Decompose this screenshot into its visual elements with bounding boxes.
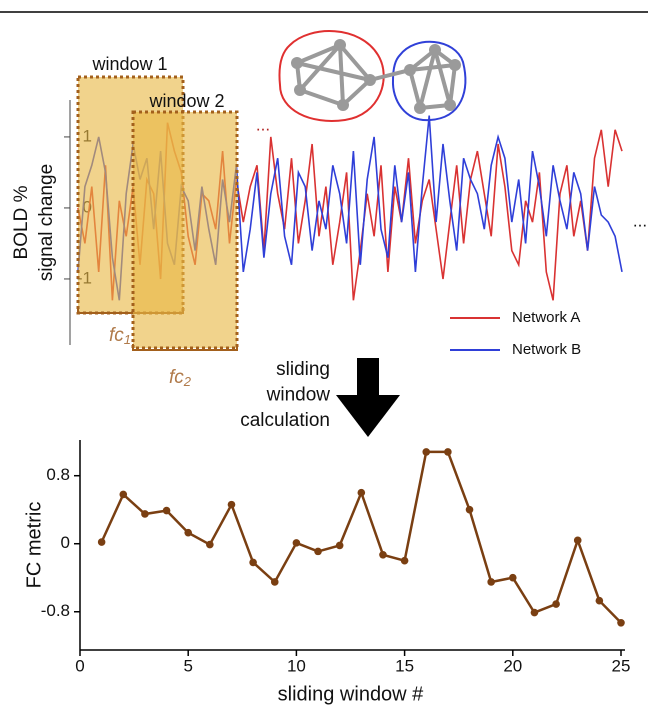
data-point xyxy=(357,488,366,497)
window-metric: fc1 xyxy=(109,325,131,347)
x-tick-label: 15 xyxy=(395,656,414,675)
data-point xyxy=(119,490,128,499)
x-tick-label: 10 xyxy=(287,656,306,675)
arrow-label: sliding xyxy=(276,359,330,380)
metric-name: fc xyxy=(169,367,184,388)
data-point xyxy=(270,578,279,586)
data-point xyxy=(509,573,517,582)
data-point xyxy=(335,541,344,550)
ellipsis: ... xyxy=(633,211,647,230)
data-point xyxy=(465,505,474,514)
data-point xyxy=(141,510,149,518)
y-tick-label: -0.8 xyxy=(41,601,70,620)
ellipsis: ... xyxy=(256,115,270,134)
network-diagram xyxy=(278,30,467,122)
arrow-head xyxy=(336,395,400,437)
sliding-window xyxy=(131,110,239,350)
x-tick-label: 0 xyxy=(75,656,84,675)
y-axis-label: BOLD % xyxy=(11,185,32,259)
window-label: window 1 xyxy=(91,54,167,74)
data-point xyxy=(487,578,495,586)
arrow-label: calculation xyxy=(240,410,330,431)
y-axis-label: signal change xyxy=(36,164,57,281)
window-label: window 2 xyxy=(148,91,224,111)
network-edges xyxy=(294,42,458,111)
x-tick-label: 25 xyxy=(612,656,631,675)
data-point xyxy=(162,506,171,515)
arrow xyxy=(336,358,400,437)
data-point xyxy=(530,608,539,617)
metric-subscript: 1 xyxy=(124,332,131,347)
metric-subscript: 2 xyxy=(183,374,192,389)
data-point xyxy=(444,448,452,456)
window-metric: fc2 xyxy=(169,367,192,389)
data-point xyxy=(97,538,106,546)
y-tick-label: 0 xyxy=(61,533,70,552)
data-point xyxy=(206,540,214,549)
network-a-outline xyxy=(278,30,385,122)
legend-label: Network A xyxy=(512,309,580,326)
metric-name: fc xyxy=(109,325,124,346)
data-point xyxy=(422,448,431,456)
data-point xyxy=(184,528,192,537)
arrow-label: window xyxy=(266,385,331,406)
series-line xyxy=(100,450,622,624)
data-point xyxy=(292,539,301,547)
x-axis-label: sliding window # xyxy=(278,683,425,705)
x-tick-label: 20 xyxy=(503,656,522,675)
y-axis-label: FC metric xyxy=(23,502,45,589)
data-point xyxy=(552,600,560,608)
data-point xyxy=(227,500,236,509)
network-nodes xyxy=(291,39,461,114)
data-point xyxy=(595,596,604,605)
data-point xyxy=(617,618,625,627)
data-point xyxy=(314,547,322,556)
arrow-shaft xyxy=(357,358,379,396)
data-point xyxy=(400,556,409,565)
data-point xyxy=(249,558,257,567)
legend-label: Network B xyxy=(512,341,581,358)
x-tick-label: 5 xyxy=(183,656,192,675)
data-point xyxy=(573,536,582,545)
data-point xyxy=(379,550,387,559)
y-tick-label: 0.8 xyxy=(46,465,70,484)
window-bracket xyxy=(132,344,238,351)
